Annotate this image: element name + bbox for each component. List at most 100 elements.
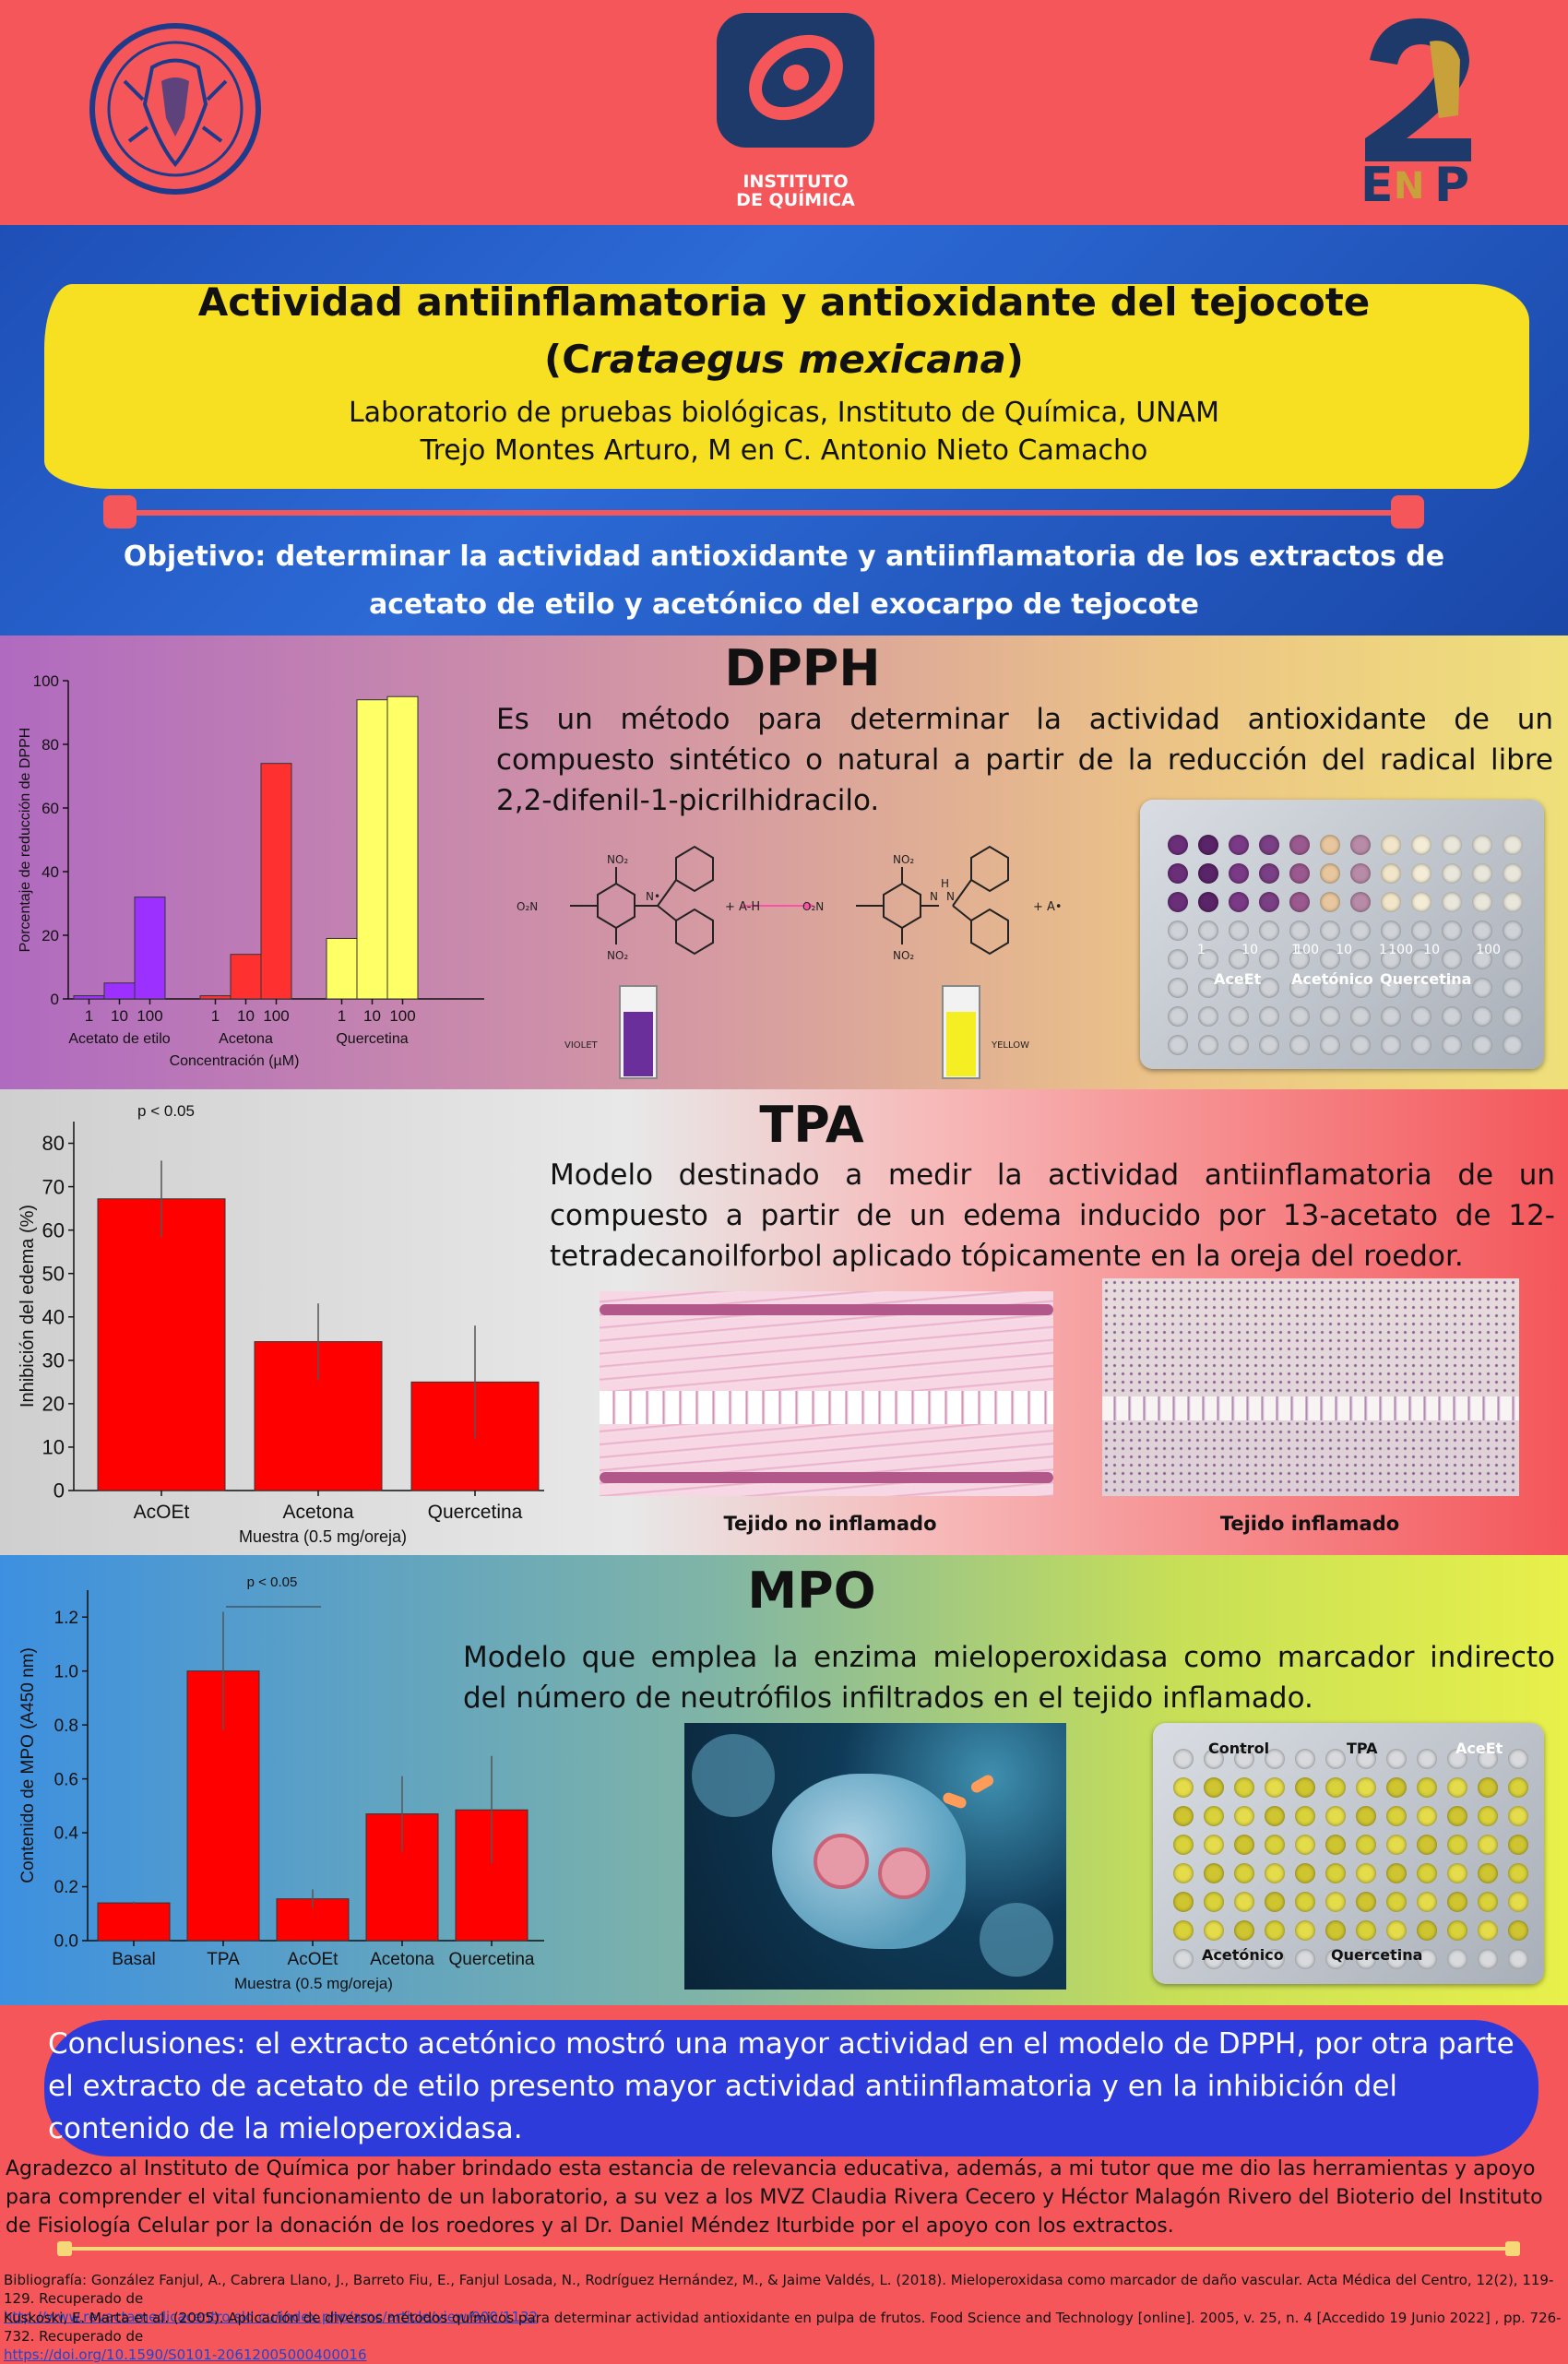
plate-well (1411, 921, 1431, 941)
plate-well (1386, 1920, 1407, 1941)
plate-well (1295, 1749, 1315, 1769)
svg-text:N•: N• (646, 890, 660, 903)
plate-well (1478, 1749, 1498, 1769)
plate-well (1417, 1806, 1437, 1826)
tpa-title: TPA (759, 1096, 864, 1154)
poster-title: Actividad antiinflamatoria y antioxidant… (197, 279, 1371, 325)
plate-well (1417, 1892, 1437, 1912)
dpph-bar (386, 695, 419, 1000)
plate-well (1325, 1806, 1346, 1826)
x-tick-label: 100 (389, 1007, 415, 1025)
plate-well (1204, 1806, 1224, 1826)
plate-well (1325, 1749, 1346, 1769)
bacteria-1 (968, 1773, 996, 1795)
plate-well (1320, 1006, 1340, 1027)
plate-well (1198, 978, 1218, 998)
plate-well (1265, 1892, 1285, 1912)
violet-cuvette (619, 985, 658, 1079)
background-cell-1 (692, 1734, 775, 1817)
background-cell-2 (980, 1903, 1053, 1977)
y-axis-label: Contenido de MPO (A450 nm) (18, 1647, 38, 1883)
tpa-bar (97, 1198, 226, 1491)
y-axis-label: Porcentaje de reducción de DPPH (18, 728, 33, 953)
plate-well (1198, 921, 1218, 941)
plate-well (1356, 1863, 1376, 1883)
y-tick-label: 0.0 (54, 1932, 78, 1952)
significance-annotation: p < 0.05 (247, 1574, 298, 1590)
authors: Trejo Montes Arturo, M en C. Antonio Nie… (420, 434, 1148, 467)
plate-well (1265, 1777, 1285, 1798)
plate-well (1234, 1949, 1254, 1969)
x-tick-label: AcOEt (288, 1950, 339, 1969)
plate-well (1259, 863, 1279, 884)
plate-well (1289, 949, 1310, 969)
svg-text:H: H (941, 877, 949, 890)
plate-well (1508, 1835, 1528, 1855)
svg-text:NO₂: NO₂ (893, 853, 914, 866)
y-tick-label: 0 (51, 991, 59, 1008)
plate-well (1478, 1949, 1498, 1969)
bibliography-link2[interactable]: https://doi.org/10.1590/S0101-2061200500… (4, 2346, 367, 2363)
dpph-chart: 0 20 40 60 80 100 1 10 100 Acetato de etilo 1 10 100… (18, 672, 484, 1069)
plate-well (1447, 1806, 1467, 1826)
svg-text:E: E (1360, 158, 1394, 208)
plate-well (1173, 1892, 1194, 1912)
y-tick-label: 0 (53, 1479, 65, 1503)
plate-well (1442, 921, 1462, 941)
plate-well (1325, 1949, 1346, 1969)
group-label: Quercetina (336, 1031, 408, 1047)
plate-well (1350, 1035, 1371, 1055)
plate-well (1320, 978, 1340, 998)
plate-well (1386, 1863, 1407, 1883)
y-tick-label: 0.8 (54, 1717, 78, 1736)
plate-well (1173, 1806, 1194, 1826)
x-tick-label: 1 (338, 1007, 346, 1025)
svg-text:N: N (946, 890, 955, 903)
plate-well (1386, 1749, 1407, 1769)
plate-well (1198, 949, 1218, 969)
plate-well (1442, 835, 1462, 855)
mpo-title: MPO (747, 1562, 876, 1620)
y-tick-label: 100 (33, 672, 59, 690)
y-tick-label: 80 (42, 736, 59, 754)
x-tick-label: 100 (263, 1007, 289, 1025)
plate-well (1386, 1806, 1407, 1826)
plate-well (1503, 949, 1523, 969)
plate-well (1325, 1892, 1346, 1912)
plate-well (1417, 1749, 1437, 1769)
bibliography-link1[interactable]: http://www.revactamedicacentro.sld.cu/in… (4, 2309, 539, 2325)
plate-well (1204, 1777, 1224, 1798)
plate-well (1508, 1749, 1528, 1769)
plate-well (1198, 1006, 1218, 1027)
plate-well (1295, 1835, 1315, 1855)
plate-well (1265, 1920, 1285, 1941)
y-tick-label: 40 (42, 1305, 65, 1328)
plate-well (1259, 921, 1279, 941)
plate-well (1508, 1777, 1528, 1798)
plate-well (1478, 1835, 1498, 1855)
x-tick-label: 10 (363, 1007, 381, 1025)
dpph-bar (326, 937, 358, 1000)
dpph-plate-label-acetonico: Acetónico (1291, 970, 1373, 988)
plate-well (1295, 1949, 1315, 1969)
plate-well (1508, 1949, 1528, 1969)
plate-well (1472, 949, 1492, 969)
reaction-product: + A• (1033, 900, 1063, 914)
plate-well (1381, 835, 1401, 855)
x-axis-label: Muestra (0.5 mg/oreja) (234, 1975, 393, 1992)
plate-well (1411, 1035, 1431, 1055)
plate-well (1204, 1863, 1224, 1883)
dpph-reaction-scheme: O₂N NO₂ NO₂ N• O₂N NO₂ NO₂ N NH + A-H + A• (517, 845, 1063, 962)
svg-text:NO₂: NO₂ (607, 853, 628, 866)
plate-well (1447, 1835, 1467, 1855)
group-label: Acetona (219, 1031, 273, 1047)
plate-well (1168, 1006, 1188, 1027)
plate-well (1417, 1920, 1437, 1941)
yellow-label: YELLOW (992, 1040, 1029, 1051)
bibliography-ref1: Bibliografía: González Fanjul, A., Cabre… (4, 2272, 1554, 2325)
y-axis-label: Inhibición del edema (%) (18, 1205, 38, 1408)
plate-well (1503, 921, 1523, 941)
plate-well (1411, 863, 1431, 884)
plate-well (1295, 1892, 1315, 1912)
plate-well (1295, 1920, 1315, 1941)
